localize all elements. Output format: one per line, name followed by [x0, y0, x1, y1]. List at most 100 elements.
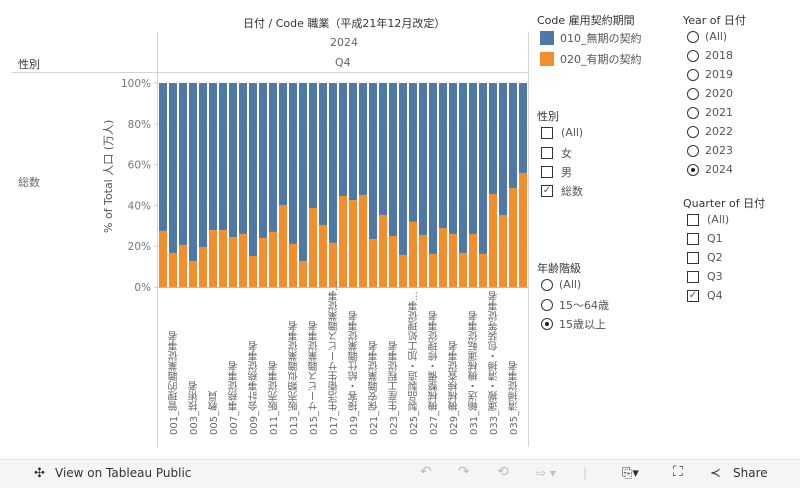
- bar-segment-fixed-term[interactable]: [519, 172, 527, 287]
- bar-segment-fixed-term[interactable]: [359, 194, 367, 287]
- bar-segment-indefinite[interactable]: [459, 83, 467, 253]
- quarter-option[interactable]: ✓ Q4: [687, 289, 723, 302]
- bar-segment-fixed-term[interactable]: [389, 236, 397, 287]
- bar-segment-fixed-term[interactable]: [289, 243, 297, 287]
- bar-segment-indefinite[interactable]: [399, 83, 407, 255]
- bar-segment-indefinite[interactable]: [369, 83, 377, 240]
- radio-icon[interactable]: [687, 87, 699, 100]
- bar-segment-fixed-term[interactable]: [509, 188, 517, 287]
- bar-segment-fixed-term[interactable]: [479, 253, 487, 287]
- bar-segment-fixed-term[interactable]: [229, 237, 237, 287]
- year-option[interactable]: 2020: [687, 87, 733, 100]
- view-on-tableau-public-link[interactable]: View on Tableau Public: [55, 466, 192, 480]
- bar-segment-indefinite[interactable]: [189, 83, 197, 262]
- radio-icon[interactable]: [541, 299, 553, 311]
- redo-icon[interactable]: ↷: [458, 464, 470, 480]
- gender-option[interactable]: (All): [541, 126, 583, 139]
- revert-icon[interactable]: ⟲: [497, 464, 509, 480]
- bar-segment-fixed-term[interactable]: [159, 230, 167, 287]
- bar-segment-fixed-term[interactable]: [169, 252, 177, 287]
- year-option[interactable]: 2022: [687, 125, 733, 138]
- bar-segment-indefinite[interactable]: [229, 83, 237, 238]
- radio-icon[interactable]: [687, 68, 699, 81]
- bar-segment-indefinite[interactable]: [389, 83, 397, 236]
- bar-segment-fixed-term[interactable]: [259, 238, 267, 287]
- legend-item-fixed-term[interactable]: 020_有期の契約: [540, 51, 642, 67]
- bar-segment-fixed-term[interactable]: [179, 244, 187, 287]
- age-option[interactable]: (All): [541, 278, 581, 291]
- bar-segment-fixed-term[interactable]: [419, 234, 427, 287]
- bar-segment-fixed-term[interactable]: [379, 214, 387, 287]
- bar-segment-indefinite[interactable]: [199, 83, 207, 248]
- checkbox-icon[interactable]: [687, 232, 699, 245]
- bar-segment-fixed-term[interactable]: [329, 242, 337, 287]
- year-option[interactable]: 2024: [687, 163, 733, 176]
- bar-segment-indefinite[interactable]: [309, 83, 317, 209]
- bar-segment-indefinite[interactable]: [219, 83, 227, 231]
- bar-segment-fixed-term[interactable]: [489, 193, 497, 287]
- bar-segment-indefinite[interactable]: [179, 83, 187, 245]
- refresh-icon[interactable]: ⇨ ▾: [536, 466, 556, 480]
- bar-segment-fixed-term[interactable]: [219, 230, 227, 287]
- bar-segment-indefinite[interactable]: [439, 83, 447, 229]
- checkbox-checked-icon[interactable]: ✓: [687, 289, 699, 302]
- year-option[interactable]: 2018: [687, 49, 733, 62]
- fullscreen-icon[interactable]: ⛶: [673, 464, 683, 480]
- bar-segment-indefinite[interactable]: [499, 83, 507, 215]
- bar-segment-indefinite[interactable]: [239, 83, 247, 234]
- bar-segment-indefinite[interactable]: [409, 83, 417, 222]
- bar-segment-indefinite[interactable]: [479, 83, 487, 254]
- age-option[interactable]: 15歳以上: [541, 316, 606, 332]
- quarter-option[interactable]: Q1: [687, 232, 723, 245]
- bar-segment-indefinite[interactable]: [279, 83, 287, 205]
- bar-segment-indefinite[interactable]: [379, 83, 387, 215]
- bar-segment-indefinite[interactable]: [249, 83, 257, 256]
- bar-segment-indefinite[interactable]: [429, 83, 437, 254]
- bar-segment-indefinite[interactable]: [519, 83, 527, 173]
- bar-segment-fixed-term[interactable]: [369, 239, 377, 287]
- bar-segment-indefinite[interactable]: [319, 83, 327, 225]
- radio-icon[interactable]: [687, 144, 699, 157]
- quarter-option[interactable]: Q2: [687, 251, 723, 264]
- bar-segment-fixed-term[interactable]: [399, 254, 407, 287]
- bar-segment-fixed-term[interactable]: [239, 233, 247, 287]
- share-button[interactable]: Share: [733, 466, 768, 480]
- year-option[interactable]: (All): [687, 30, 727, 43]
- bar-segment-indefinite[interactable]: [269, 83, 277, 232]
- bar-segment-indefinite[interactable]: [159, 83, 167, 231]
- bar-segment-fixed-term[interactable]: [319, 224, 327, 287]
- radio-icon[interactable]: [687, 106, 699, 119]
- bar-segment-indefinite[interactable]: [169, 83, 177, 253]
- bar-segment-indefinite[interactable]: [339, 83, 347, 197]
- bar-segment-fixed-term[interactable]: [449, 233, 457, 287]
- bar-segment-fixed-term[interactable]: [339, 196, 347, 287]
- bar-segment-indefinite[interactable]: [259, 83, 267, 239]
- bar-segment-fixed-term[interactable]: [409, 221, 417, 287]
- share-icon[interactable]: ≺: [710, 466, 721, 481]
- radio-icon[interactable]: [687, 30, 699, 43]
- bar-segment-fixed-term[interactable]: [279, 204, 287, 287]
- bar-segment-indefinite[interactable]: [299, 83, 307, 262]
- bar-segment-fixed-term[interactable]: [469, 233, 477, 287]
- radio-icon[interactable]: [687, 125, 699, 138]
- radio-icon[interactable]: [687, 49, 699, 62]
- checkbox-icon[interactable]: [541, 147, 553, 159]
- year-option[interactable]: 2019: [687, 68, 733, 81]
- checkbox-icon[interactable]: [687, 270, 699, 283]
- radio-icon[interactable]: [541, 278, 553, 291]
- bar-segment-indefinite[interactable]: [289, 83, 297, 244]
- quarter-option[interactable]: (All): [687, 213, 729, 226]
- bar-segment-fixed-term[interactable]: [269, 231, 277, 287]
- bar-segment-fixed-term[interactable]: [299, 261, 307, 287]
- radio-selected-icon[interactable]: [541, 318, 553, 330]
- bar-segment-fixed-term[interactable]: [349, 200, 357, 287]
- checkbox-checked-icon[interactable]: ✓: [541, 185, 553, 197]
- quarter-option[interactable]: Q3: [687, 270, 723, 283]
- bar-segment-fixed-term[interactable]: [499, 214, 507, 287]
- bar-segment-indefinite[interactable]: [359, 83, 367, 195]
- download-icon[interactable]: ⎘▾: [622, 466, 639, 481]
- bar-segment-fixed-term[interactable]: [199, 247, 207, 287]
- bar-segment-fixed-term[interactable]: [439, 228, 447, 287]
- bar-segment-indefinite[interactable]: [449, 83, 457, 234]
- bar-segment-indefinite[interactable]: [509, 83, 517, 189]
